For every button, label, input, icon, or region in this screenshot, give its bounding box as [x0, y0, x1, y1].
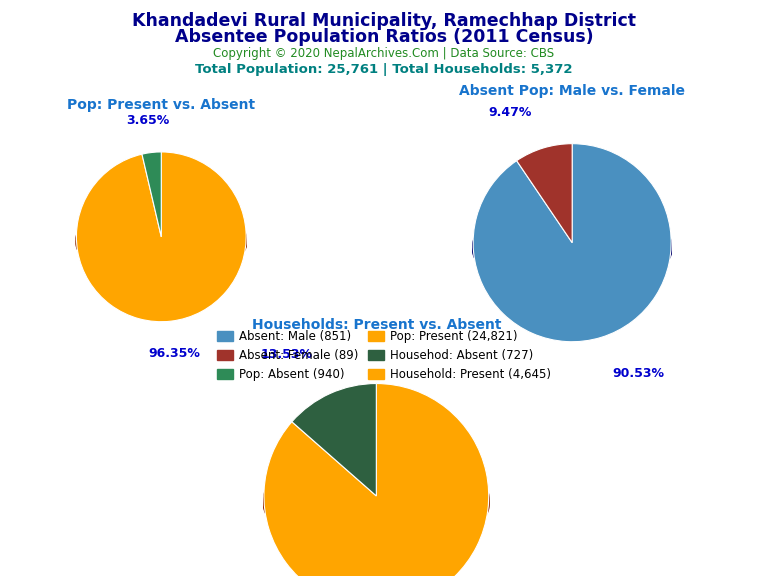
Ellipse shape [76, 210, 247, 265]
Ellipse shape [264, 465, 488, 537]
Text: 13.53%: 13.53% [260, 348, 313, 361]
Text: 96.35%: 96.35% [149, 347, 200, 359]
Ellipse shape [473, 216, 671, 279]
Title: Households: Present vs. Absent: Households: Present vs. Absent [252, 317, 501, 332]
Ellipse shape [76, 213, 247, 267]
Title: Absent Pop: Male vs. Female: Absent Pop: Male vs. Female [459, 84, 685, 97]
Ellipse shape [76, 212, 247, 266]
Ellipse shape [264, 462, 488, 534]
Ellipse shape [264, 469, 488, 541]
Title: Pop: Present vs. Absent: Pop: Present vs. Absent [68, 98, 255, 112]
Ellipse shape [264, 465, 488, 537]
Ellipse shape [473, 213, 671, 276]
Legend: Absent: Male (851), Absent: Female (89), Pop: Absent (940), Pop: Present (24,821: Absent: Male (851), Absent: Female (89),… [212, 325, 556, 386]
Ellipse shape [264, 460, 488, 532]
Ellipse shape [264, 467, 488, 539]
Ellipse shape [473, 212, 671, 275]
Ellipse shape [264, 468, 488, 540]
Wedge shape [473, 143, 671, 342]
Ellipse shape [473, 217, 671, 280]
Text: Khandadevi Rural Municipality, Ramechhap District: Khandadevi Rural Municipality, Ramechhap… [132, 12, 636, 29]
Text: Absentee Population Ratios (2011 Census): Absentee Population Ratios (2011 Census) [174, 28, 594, 46]
Ellipse shape [473, 214, 671, 278]
Ellipse shape [264, 471, 488, 543]
Ellipse shape [473, 214, 671, 277]
Ellipse shape [473, 219, 671, 283]
Wedge shape [292, 384, 376, 496]
Ellipse shape [473, 218, 671, 281]
Ellipse shape [76, 218, 247, 272]
Ellipse shape [473, 211, 671, 274]
Ellipse shape [76, 217, 247, 271]
Ellipse shape [473, 220, 671, 283]
Ellipse shape [76, 211, 247, 266]
Ellipse shape [473, 221, 671, 285]
Text: Total Population: 25,761 | Total Households: 5,372: Total Population: 25,761 | Total Househo… [195, 63, 573, 77]
Text: 90.53%: 90.53% [612, 367, 664, 380]
Text: 3.65%: 3.65% [126, 114, 170, 127]
Ellipse shape [76, 215, 247, 269]
Ellipse shape [76, 213, 247, 267]
Wedge shape [517, 143, 572, 242]
Wedge shape [142, 152, 161, 237]
Ellipse shape [264, 461, 488, 533]
Text: Copyright © 2020 NepalArchives.Com | Data Source: CBS: Copyright © 2020 NepalArchives.Com | Dat… [214, 47, 554, 60]
Ellipse shape [76, 215, 247, 270]
Ellipse shape [264, 463, 488, 535]
Ellipse shape [264, 468, 488, 539]
Ellipse shape [473, 218, 671, 282]
Ellipse shape [264, 470, 488, 542]
Wedge shape [76, 152, 247, 322]
Ellipse shape [76, 218, 247, 272]
Ellipse shape [264, 464, 488, 536]
Ellipse shape [473, 215, 671, 279]
Wedge shape [264, 384, 488, 576]
Ellipse shape [76, 214, 247, 268]
Ellipse shape [76, 216, 247, 270]
Text: 9.47%: 9.47% [488, 105, 532, 119]
Ellipse shape [76, 210, 247, 264]
